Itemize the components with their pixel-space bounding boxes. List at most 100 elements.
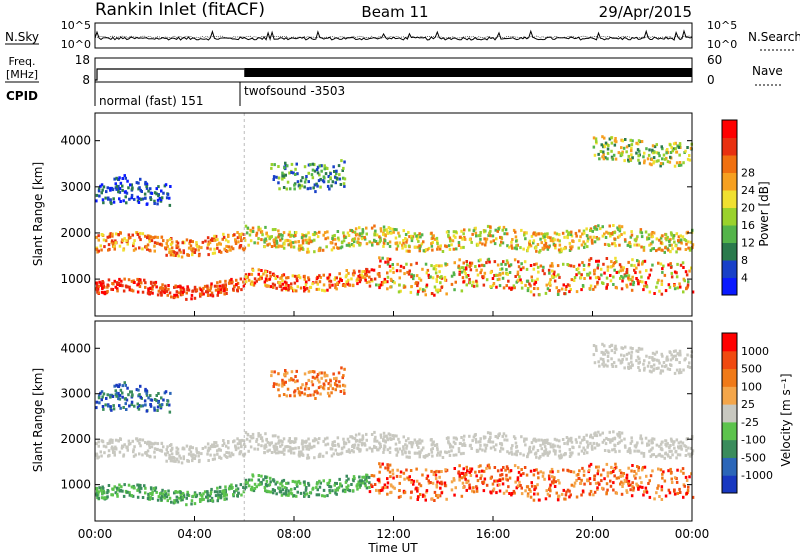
power-cell <box>679 240 682 244</box>
velocity-cell <box>673 371 677 375</box>
velocity-cell <box>563 497 566 501</box>
velocity-cell <box>410 445 414 449</box>
power-cell <box>290 171 293 174</box>
power-cell <box>125 201 128 205</box>
power-cell <box>543 232 547 236</box>
power-cell <box>412 274 416 278</box>
velocity-cell <box>560 453 563 457</box>
power-cell <box>469 261 472 265</box>
velocity-cell <box>616 432 619 436</box>
velocity-cell <box>119 438 122 441</box>
power-cell <box>537 270 540 274</box>
power-cell <box>144 182 147 186</box>
power-cell <box>293 274 297 278</box>
power-cell <box>613 143 617 147</box>
velocity-cell <box>326 482 329 486</box>
velocity-cell <box>673 489 676 493</box>
power-cell <box>259 277 262 281</box>
power-cell <box>545 245 548 249</box>
velocity-cell <box>684 357 687 361</box>
power-cell <box>147 189 150 193</box>
velocity-cell <box>104 403 107 407</box>
velocity-cell <box>96 496 99 500</box>
power-cell <box>402 239 405 242</box>
velocity-cell <box>144 441 147 444</box>
velocity-cell <box>168 444 172 447</box>
velocity-cell <box>661 354 664 358</box>
velocity-cbar-tick: -500 <box>741 451 766 464</box>
power-cell <box>683 279 686 283</box>
velocity-cell <box>568 489 571 493</box>
power-cell <box>396 244 400 248</box>
power-cbar-swatch <box>722 155 737 173</box>
power-cell <box>342 231 345 235</box>
power-cell <box>244 280 248 284</box>
power-cell <box>244 273 248 277</box>
velocity-cell <box>440 480 443 484</box>
velocity-cell <box>160 441 164 445</box>
velocity-cell <box>545 441 548 445</box>
velocity-cell <box>155 490 158 494</box>
power-cell <box>566 263 569 266</box>
power-cell <box>533 282 536 286</box>
power-cell <box>294 167 297 171</box>
xtick-label: 08:00 <box>277 527 312 541</box>
power-cell <box>543 243 546 247</box>
velocity-cell <box>641 466 645 469</box>
power-cell <box>605 285 608 289</box>
velocity-cell <box>168 456 171 460</box>
velocity-cell <box>501 434 504 438</box>
velocity-cell <box>236 494 239 498</box>
velocity-cell <box>257 483 260 487</box>
power-cell <box>685 242 688 246</box>
velocity-cell <box>143 484 146 488</box>
velocity-cell <box>208 447 212 451</box>
power-cell <box>385 228 388 232</box>
power-cell <box>668 285 672 289</box>
power-cell <box>382 241 386 245</box>
power-cell <box>572 240 575 243</box>
power-cell <box>118 197 121 201</box>
velocity-cell <box>109 438 112 442</box>
power-cell <box>102 185 106 189</box>
power-cell <box>257 237 260 241</box>
velocity-cell <box>655 443 659 447</box>
power-cell <box>335 287 338 291</box>
freq-nave-band <box>244 68 692 77</box>
velocity-cell <box>607 351 610 355</box>
power-cell <box>519 246 522 250</box>
velocity-cell <box>214 494 218 498</box>
velocity-cell <box>648 369 652 373</box>
power-cell <box>130 288 133 292</box>
velocity-cell <box>429 481 432 484</box>
power-cell <box>338 177 342 181</box>
velocity-cell <box>595 465 598 469</box>
power-cell <box>313 250 316 254</box>
velocity-cell <box>422 455 426 459</box>
power-cell <box>329 241 333 245</box>
velocity-cell <box>630 494 634 498</box>
velocity-cell <box>144 389 147 393</box>
cpid-label: CPID <box>6 89 38 103</box>
power-cell <box>263 245 266 249</box>
velocity-cell <box>361 434 365 438</box>
velocity-cell <box>213 457 216 461</box>
velocity-cell <box>636 465 639 468</box>
velocity-cbar-swatch <box>722 386 737 405</box>
velocity-cell <box>118 383 121 387</box>
power-cell <box>161 286 165 290</box>
velocity-cell <box>349 435 352 439</box>
power-cell <box>515 244 518 248</box>
velocity-cell <box>166 399 170 403</box>
power-cell <box>422 240 425 244</box>
velocity-cell <box>646 364 650 368</box>
power-cell <box>377 283 381 287</box>
velocity-cell <box>345 474 348 478</box>
power-cell <box>506 232 509 236</box>
power-cell <box>640 275 643 279</box>
power-cell <box>249 228 252 232</box>
power-cell <box>631 139 634 143</box>
velocity-cell <box>427 452 431 456</box>
power-cell <box>334 175 337 179</box>
velocity-cell <box>170 456 174 460</box>
